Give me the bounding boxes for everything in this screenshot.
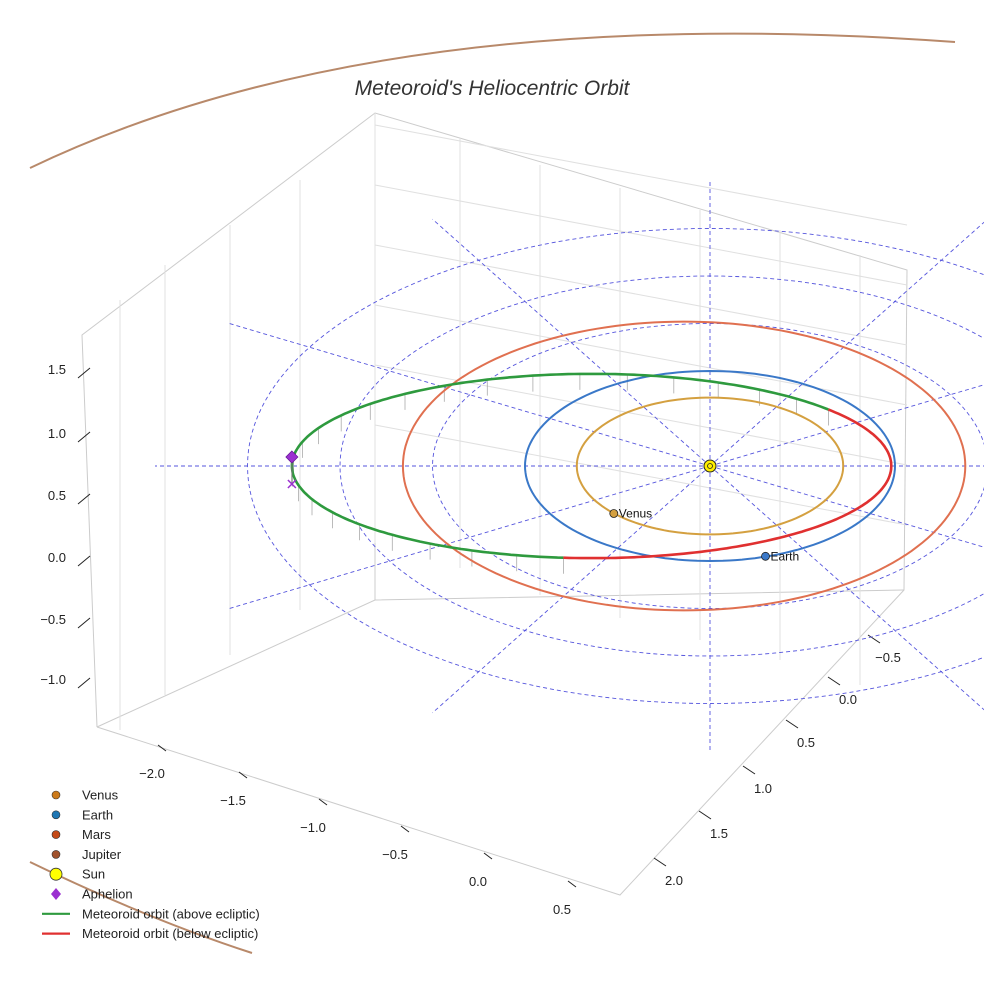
- earth-orbit: [523, 369, 896, 563]
- z-tick-label: 1.5: [48, 362, 66, 377]
- legend-marker: [51, 830, 61, 839]
- legend: Venus Earth Mars Jupiter Sun Aphelion Meteoroi…: [42, 788, 260, 941]
- z-tick-label: 0.5: [48, 488, 66, 503]
- legend-marker: [51, 888, 61, 900]
- z-tick-label: −0.5: [40, 612, 66, 627]
- z-tick-mark: [77, 555, 91, 567]
- y-tick-label: 0.0: [839, 692, 857, 707]
- venus-label: Venus: [619, 507, 652, 521]
- legend-marker: [49, 867, 63, 881]
- x-tick-mark: [318, 798, 328, 806]
- ecliptic-spoke: [709, 465, 984, 711]
- meteoroid-arc-below: [563, 408, 893, 560]
- chart-title: Meteoroid's Heliocentric Orbit: [355, 77, 631, 100]
- x-tick-mark: [483, 852, 493, 860]
- z-tick-label: 1.0: [48, 426, 66, 441]
- legend-label: Earth: [82, 807, 113, 822]
- grid-horizontal-line: [374, 244, 908, 346]
- x-tick-mark: [567, 880, 577, 888]
- ecliptic-spoke: [709, 221, 984, 467]
- legend-marker: [51, 850, 61, 859]
- earth-label: Earth: [771, 549, 800, 563]
- legend-label: Mars: [82, 827, 111, 842]
- grid-horizontal-line: [374, 124, 908, 226]
- legend-label: Jupiter: [82, 847, 122, 862]
- planet-orbits: [401, 320, 967, 612]
- legend-label: Sun: [82, 867, 105, 882]
- y-tick-mark: [698, 810, 712, 820]
- ecliptic-spoke: [432, 218, 711, 467]
- z-tick-label: 0.0: [48, 550, 66, 565]
- y-tick-label: 2.0: [665, 873, 683, 888]
- x-tick-label: −2.0: [139, 766, 165, 781]
- y-tick-mark: [785, 719, 799, 729]
- y-tick-label: 1.0: [754, 781, 772, 796]
- x-tick-label: 0.0: [469, 874, 487, 889]
- grid-horizontal-line: [374, 184, 908, 286]
- z-tick-label: −1.0: [40, 672, 66, 687]
- y-tick-mark: [867, 634, 881, 644]
- meteoroid-arc-above: [290, 372, 829, 559]
- venus-orbit: [575, 396, 845, 536]
- aphelion-projection-marker: [287, 479, 297, 489]
- legend-marker: [51, 810, 61, 820]
- y-tick-mark: [742, 765, 756, 775]
- legend-label: Meteoroid orbit (above ecliptic): [82, 906, 260, 921]
- z-tick-mark: [77, 617, 91, 629]
- x-tick-mark: [400, 825, 410, 833]
- grid-horizontal-line: [374, 424, 908, 526]
- bodies: Venus Earth: [285, 450, 800, 563]
- y-tick-label: 1.5: [710, 826, 728, 841]
- y-tick-label: 0.5: [797, 735, 815, 750]
- jupiter-orbit-arc-top: [29, 32, 956, 169]
- y-tick-mark: [653, 857, 667, 867]
- x-tick-mark: [157, 744, 167, 752]
- ecliptic-spoke: [432, 465, 711, 714]
- x-tick-label: −1.0: [300, 820, 326, 835]
- z-tick-mark: [77, 493, 91, 505]
- x-tick-label: 0.5: [553, 902, 571, 917]
- x-tick-label: −0.5: [382, 847, 408, 862]
- venus-marker: [609, 509, 619, 518]
- x-tick-mark: [238, 771, 248, 779]
- mars-orbit: [401, 320, 967, 612]
- z-tick-mark: [77, 431, 91, 443]
- meteoroid-orbit: [290, 372, 893, 560]
- x-tick-label: −1.5: [220, 793, 246, 808]
- earth-marker: [761, 551, 770, 561]
- legend-label: Meteoroid orbit (below ecliptic): [82, 926, 258, 941]
- ecliptic-reference-grid: [155, 181, 984, 751]
- sun-marker: [703, 459, 717, 473]
- legend-label: Aphelion: [82, 887, 133, 902]
- sun-core: [707, 463, 713, 469]
- z-tick-mark: [77, 367, 91, 379]
- axis-ticks: 1.5 1.0 0.5 0.0 −0.5 −1.0 −2.0 −1.5 −1.0 −0.5 0.0 0…: [40, 362, 901, 917]
- y-tick-label: −0.5: [875, 650, 901, 665]
- legend-marker: [51, 790, 61, 800]
- y-tick-mark: [827, 676, 841, 686]
- box-outline: [81, 112, 908, 896]
- legend-label: Venus: [82, 788, 119, 803]
- z-tick-mark: [77, 677, 91, 689]
